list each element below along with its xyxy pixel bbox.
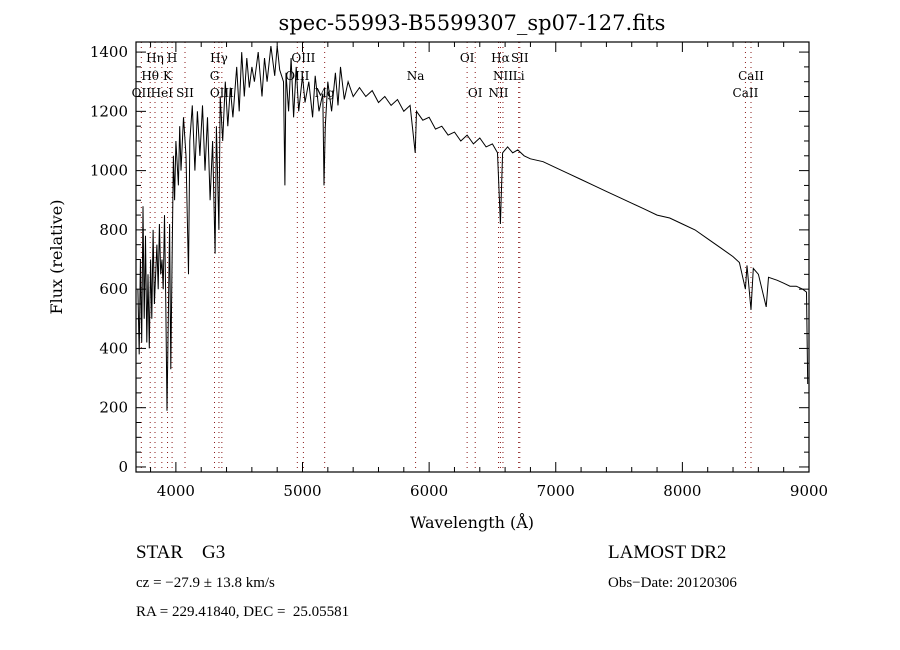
y-tick-label: 1000 <box>90 162 128 180</box>
line-marker-label: SII <box>511 51 529 65</box>
line-marker-label: Na <box>407 69 425 83</box>
x-tick-label: 9000 <box>790 482 828 500</box>
line-marker-label: HeI <box>151 86 174 100</box>
line-marker-label: OIII <box>291 51 315 65</box>
y-tick-label: 0 <box>118 458 128 476</box>
line-marker-label: OI <box>460 51 475 65</box>
chart-title: spec-55993-B5599307_sp07-127.fits <box>279 11 666 35</box>
coordinates-text: RA = 229.41840, DEC = 25.05581 <box>136 604 350 620</box>
y-tick-label: 800 <box>99 221 128 239</box>
line-marker-label: OI <box>468 86 483 100</box>
line-marker-label: OII <box>132 86 152 100</box>
line-marker-label: K <box>163 69 173 83</box>
line-marker-label: H <box>167 51 177 65</box>
y-axis-label: Flux (relative) <box>47 200 66 315</box>
y-tick-label: 1400 <box>90 43 128 61</box>
line-marker-label: NII <box>489 86 509 100</box>
y-tick-label: 600 <box>99 280 128 298</box>
y-tick-label: 200 <box>99 399 128 417</box>
x-tick-label: 4000 <box>157 482 195 500</box>
line-marker-label: Hθ <box>141 69 159 83</box>
line-marker-label: Hγ <box>210 51 228 65</box>
line-marker-label: OIII <box>210 86 234 100</box>
axis-ticks: 4000 5000 6000 7000 8000 9000 0 200 400 600 800 100… <box>90 42 828 500</box>
line-marker-label: Hη <box>146 51 164 65</box>
line-marker-label: NII <box>493 69 513 83</box>
x-tick-label: 8000 <box>663 482 701 500</box>
survey-name: LAMOST DR2 <box>608 542 727 563</box>
line-marker-label: G <box>210 69 220 83</box>
obs-date-text: Obs−Date: 20120306 <box>608 575 737 591</box>
object-class: STAR G3 <box>136 542 226 563</box>
redshift-text: cz = −27.9 ± 13.8 km/s <box>136 575 275 591</box>
y-tick-label: 1200 <box>90 102 128 120</box>
line-marker-label: SII <box>176 86 194 100</box>
x-tick-label: 7000 <box>537 482 575 500</box>
spectrum-line <box>137 46 809 411</box>
line-marker-label: Hα <box>491 51 510 65</box>
plot-frame <box>135 41 810 473</box>
x-tick-label: 6000 <box>410 482 448 500</box>
line-marker-label: CaII <box>738 69 764 83</box>
line-marker-label: Li <box>513 69 525 83</box>
y-tick-label: 400 <box>99 339 128 357</box>
x-tick-label: 5000 <box>283 482 321 500</box>
x-axis-label: Wavelength (Å) <box>410 512 534 532</box>
line-marker-label: CaII <box>733 86 759 100</box>
